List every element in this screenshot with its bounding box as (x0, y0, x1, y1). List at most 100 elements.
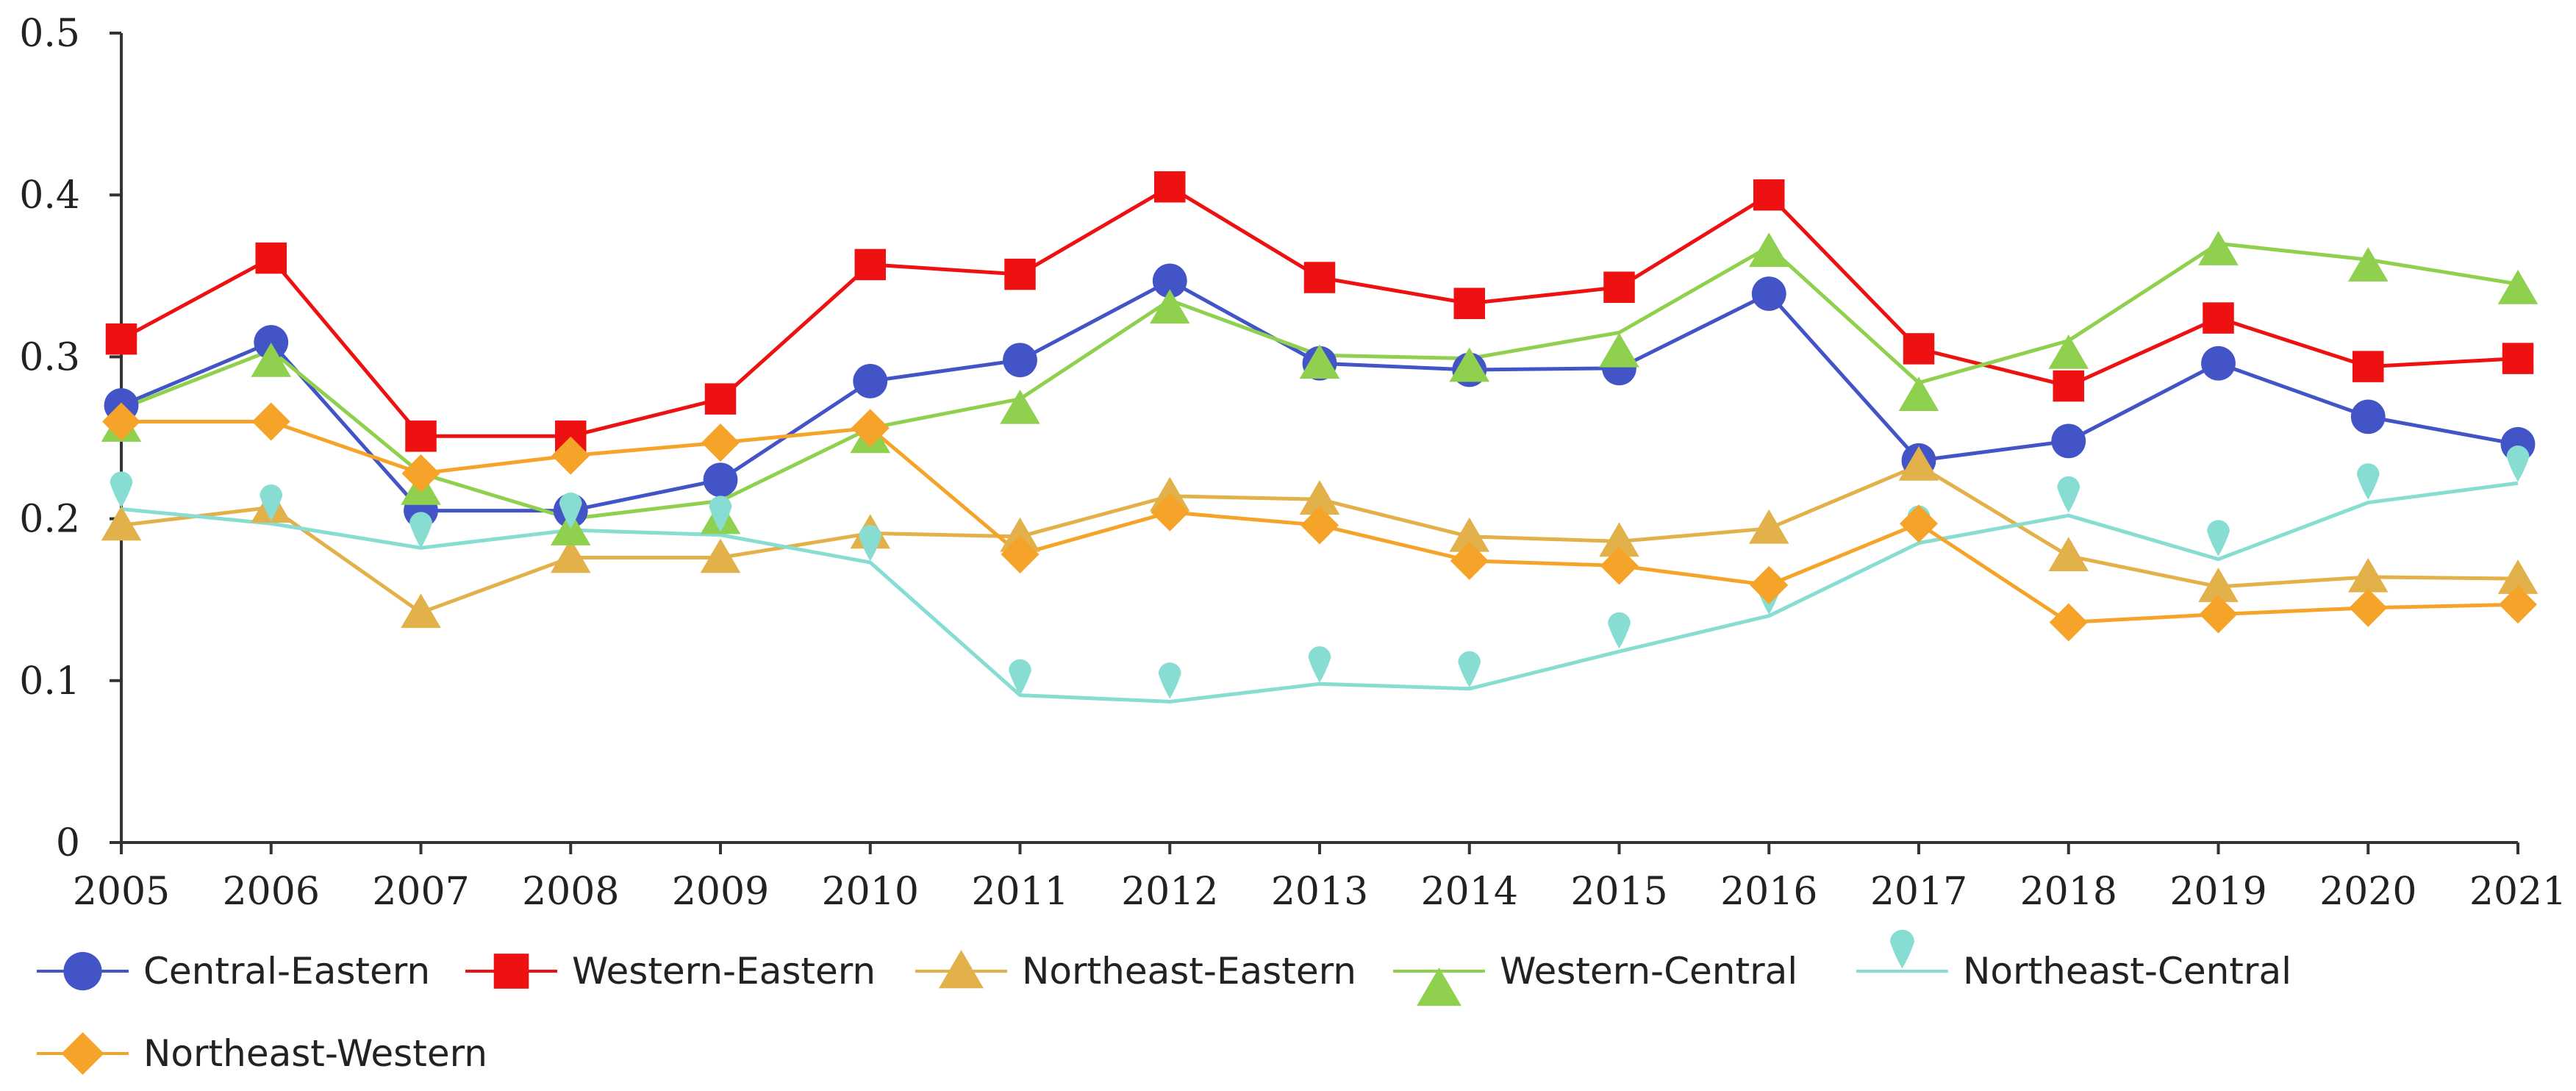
legend-label: Central-Eastern (143, 950, 430, 992)
x-tick-label: 2013 (1271, 870, 1368, 914)
data-point (1748, 232, 1789, 268)
x-tick-label: 2011 (971, 870, 1068, 914)
data-point (1453, 287, 1485, 319)
data-point (1458, 651, 1481, 688)
data-point (260, 484, 283, 521)
x-tick-label: 2021 (2469, 870, 2566, 914)
data-point (1600, 546, 1639, 585)
legend-item-western-central: Western-Central (1393, 950, 1797, 1006)
legend: Central-Eastern Western-Eastern Northeast-… (37, 929, 2291, 1075)
x-tick-label: 2019 (2169, 870, 2266, 914)
data-point (2057, 476, 2081, 513)
data-point (2207, 520, 2230, 557)
series-markers (101, 171, 2539, 699)
series-markers-western-eastern (105, 171, 2534, 452)
legend-item-northeast-western: Northeast-Western (37, 1032, 487, 1075)
data-point (1009, 659, 1031, 696)
legend-marker (63, 951, 102, 991)
data-point (2203, 302, 2234, 334)
data-point (551, 436, 590, 475)
data-point (2051, 423, 2086, 459)
data-point (2049, 603, 2088, 642)
data-point (1751, 276, 1786, 311)
data-point (409, 512, 432, 548)
data-point (709, 496, 732, 532)
legend-marker (1417, 967, 1461, 1006)
data-point (255, 242, 287, 274)
legend-label: Western-Central (1500, 950, 1797, 992)
data-point (853, 364, 888, 398)
x-tick-label: 2014 (1421, 870, 1518, 914)
x-tick-label: 2007 (372, 870, 469, 914)
data-point (1903, 333, 1935, 365)
data-point (1004, 258, 1036, 290)
data-point (1303, 262, 1336, 293)
series-line-central-eastern (121, 279, 2519, 513)
data-point (1001, 535, 1040, 574)
legend-marker (1890, 929, 1914, 969)
data-point (2048, 537, 2089, 572)
data-point (1003, 343, 1037, 378)
series-markers-northeast-central (110, 446, 2530, 699)
legend-label: Northeast-Eastern (1022, 950, 1356, 992)
data-point (701, 423, 740, 462)
series-markers-northeast-western (102, 402, 2537, 642)
data-point (251, 343, 292, 377)
data-point (401, 593, 441, 629)
y-tick-label: 0.1 (19, 659, 80, 704)
data-point (105, 323, 137, 355)
x-tick-label: 2010 (822, 870, 919, 914)
data-point (1900, 504, 1938, 543)
data-point (1750, 565, 1789, 604)
data-point (1603, 271, 1635, 303)
data-point (254, 325, 289, 360)
x-tick-label: 2009 (672, 870, 769, 914)
data-point (110, 471, 133, 508)
y-tick-label: 0.2 (19, 498, 80, 542)
data-point (1299, 344, 1340, 379)
series-markers-central-eastern (104, 263, 2536, 528)
legend-item-northeast-eastern: Northeast-Eastern (915, 950, 1356, 992)
data-point (851, 409, 890, 448)
data-point (2349, 588, 2388, 627)
data-point (405, 421, 437, 452)
legend-label: Northeast-Central (1963, 950, 2291, 992)
series-line-northeast-central (121, 481, 2519, 704)
x-tick-label: 2020 (2319, 870, 2416, 914)
legend-marker (493, 954, 529, 989)
series-markers-northeast-eastern (101, 446, 2539, 629)
x-tick-label: 2012 (1121, 870, 1218, 914)
data-point (1599, 522, 1639, 557)
data-point (2199, 595, 2238, 634)
data-point (401, 454, 440, 493)
y-tick-label: 0.4 (19, 174, 80, 218)
legend-item-northeast-central: Northeast-Central (1856, 929, 2291, 992)
data-point (1158, 662, 1181, 699)
axes: 0 0.1 0.2 0.3 0.4 0.5 2005 2006 2007 2008 2009 2010… (19, 12, 2566, 914)
data-point (1299, 480, 1340, 515)
data-point (704, 383, 737, 415)
data-point (1748, 509, 1789, 544)
y-tick-label: 0.5 (19, 12, 80, 56)
data-point (2053, 370, 2084, 402)
data-point (2350, 399, 2386, 434)
data-point (1449, 347, 1490, 382)
data-point (2198, 231, 2239, 265)
data-point (2497, 269, 2539, 304)
data-point (559, 492, 582, 529)
y-tick-label: 0 (56, 821, 80, 865)
data-point (2502, 343, 2534, 374)
data-point (1151, 493, 1189, 532)
data-point (1154, 171, 1186, 203)
data-point (1149, 289, 1190, 324)
series-line-western-eastern (120, 185, 2519, 438)
legend-marker (61, 1032, 104, 1075)
data-point (703, 462, 738, 498)
data-point (2198, 568, 2239, 602)
data-point (2201, 346, 2236, 381)
data-point (550, 538, 591, 573)
data-point (2347, 557, 2389, 593)
data-point (2497, 559, 2539, 594)
legend-label: Northeast-Western (143, 1032, 487, 1075)
data-point (2048, 334, 2089, 369)
